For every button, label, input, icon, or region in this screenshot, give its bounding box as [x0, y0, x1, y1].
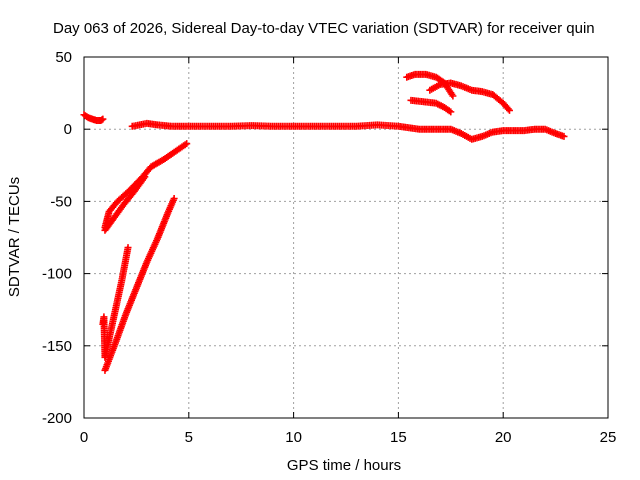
- data-point: [141, 173, 149, 181]
- x-tick-label: 20: [495, 429, 512, 446]
- data-point: [124, 244, 132, 252]
- series-arc-high-2: [426, 79, 513, 114]
- data-point: [170, 195, 178, 203]
- x-ticks: 0 5 10 15 20 25: [80, 57, 617, 446]
- y-axis-label: SDTVAR / TECUs: [6, 177, 23, 297]
- data-point: [99, 115, 107, 123]
- x-tick-label: 10: [285, 429, 302, 446]
- x-tick-label: 5: [185, 429, 193, 446]
- data-point: [447, 108, 455, 116]
- series-arc-high-3: [407, 96, 455, 116]
- y-tick-label: -50: [50, 193, 72, 210]
- y-tick-label: -150: [42, 338, 72, 355]
- x-axis-label: GPS time / hours: [287, 457, 401, 474]
- chart-title: Day 063 of 2026, Sidereal Day-to-day VTE…: [53, 20, 595, 37]
- x-tick-label: 25: [600, 429, 617, 446]
- data-point: [449, 92, 457, 100]
- x-tick-label: 0: [80, 429, 88, 446]
- series-arc-low-2: [101, 195, 178, 374]
- y-tick-label: 0: [64, 121, 72, 138]
- y-tick-label: 50: [55, 49, 72, 66]
- series-points: [80, 70, 568, 374]
- x-tick-label: 15: [390, 429, 407, 446]
- data-point: [560, 132, 568, 140]
- grid: [84, 57, 608, 418]
- y-ticks: -200 -150 -100 -50 0 50: [42, 49, 608, 427]
- data-point: [504, 105, 512, 113]
- data-point: [505, 106, 513, 114]
- data-point: [183, 140, 191, 148]
- y-tick-label: -100: [42, 266, 72, 283]
- plot-frame: [83, 56, 609, 419]
- series-arc-main: [128, 119, 568, 143]
- series-arc-low-1: [99, 244, 132, 361]
- series-arc-start: [80, 111, 107, 125]
- y-tick-label: -200: [42, 410, 72, 427]
- series-arc-mid-lower: [101, 173, 149, 234]
